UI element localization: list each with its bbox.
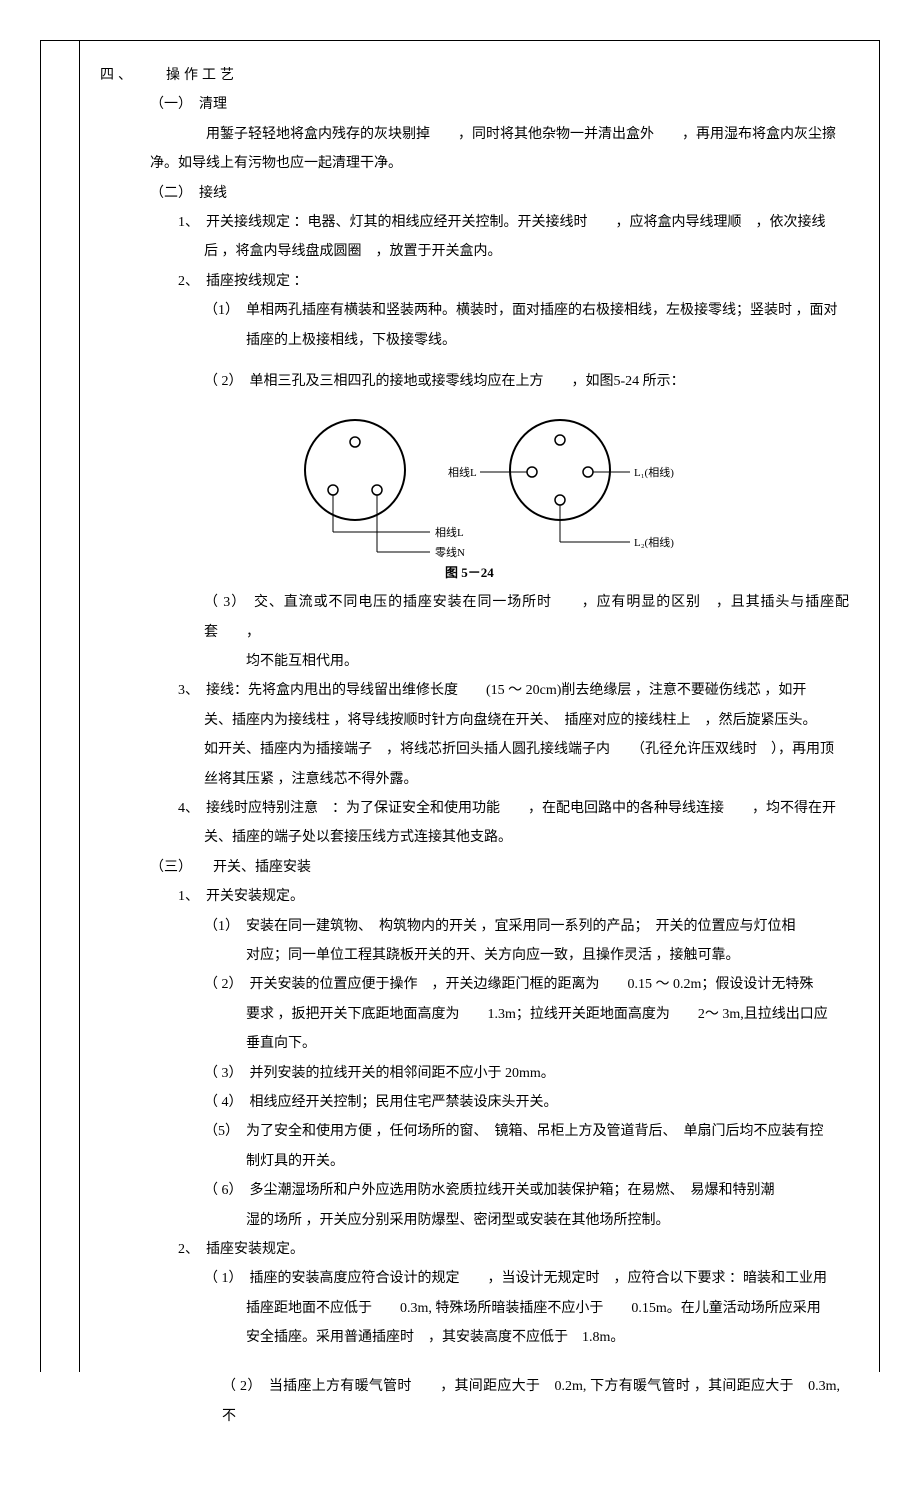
label-phase-l: 相线L [435, 525, 464, 539]
subsection-1-text: 用錾子轻轻地将盒内残存的灰块剔掉 ，同时将其他杂物一并清出盒外 ，再用湿布将盒内… [178, 120, 849, 149]
subsection-1-header: （一） 清理 [150, 90, 849, 119]
item-2-1: 1、 开关接线规定 ：电器、灯其的相线应经开关控制。开关接线时 ，应将盒内导线理… [178, 208, 849, 237]
section-number: 四、 [100, 68, 136, 83]
item-2-3-cont-a: 关、插座内为接线柱 ，将导线按顺时针方向盘绕在开关、 插座对应的接线柱上 ，然后… [204, 706, 849, 735]
subsection-2-header: （二） 接线 [150, 179, 849, 208]
item-2-2-3-cont: 均不能互相代用。 [246, 647, 849, 676]
figure-5-24: 相线L 零线N 相线L L₁(相线) L₂(相线) 图 5－24 [260, 402, 690, 582]
item-2-4: 4、 接线时应特别注意 ：为了保证安全和使用功能 ，在配电回路中的各种导线连接 … [178, 794, 849, 823]
item-3-1-6: （ 6） 多尘潮湿场所和户外应选用防水瓷质拉线开关或加装保护箱；在易燃、 易爆和… [204, 1176, 849, 1205]
figure-caption: 图 5－24 [445, 565, 494, 580]
item-2-4-cont: 关、插座的端子处以套接压线方式连接其他支路。 [204, 823, 849, 852]
item-3-1-2: （ 2） 开关安装的位置应便于操作 ，开关边缘距门框的距离为 0.15 ～ 0.… [204, 970, 849, 999]
section-title: 操作工艺 [166, 68, 238, 83]
item-3-1-2-cont-b: 垂直向下。 [246, 1029, 849, 1058]
label-zero-n: 零线N [435, 545, 465, 559]
item-2-3-cont-b: 如开关、插座内为插接端子 ，将线芯折回头插人圆孔接线端子内 （孔径允许压双线时 … [204, 735, 849, 764]
label-l1: L₁(相线) [634, 465, 674, 479]
item-2-3-cont-c: 丝将其压紧 ，注意线芯不得外露。 [204, 765, 849, 794]
item-2-2-1-cont: 插座的上极接相线，下极接零线。 [246, 326, 849, 355]
item-2-1-cont: 后 ，将盒内导线盘成圆圈 ，放置于开关盒内。 [204, 237, 849, 266]
item-3-1-5: （5） 为了安全和使用方便 ，任何场所的窗、 镜箱、吊柜上方及管道背后、 单扇门… [204, 1117, 849, 1146]
subsection-3-header: （三） 开关、插座安装 [150, 853, 849, 882]
document-body: 四、 操作工艺 （一） 清理 用錾子轻轻地将盒内残存的灰块剔掉 ，同时将其他杂物… [80, 41, 879, 1372]
item-2-2-3: （ 3） 交、直流或不同电压的插座安装在同一场所时 ，应有明显的区别 ，且其插头… [204, 588, 849, 647]
item-3-1-2-cont-a: 要求 ，扳把开关下底距地面高度为 1.3m；拉线开关距地面高度为 2～ 3m,且… [246, 1000, 849, 1029]
item-3-1-3: （ 3） 并列安装的拉线开关的相邻间距不应小于 20mm。 [204, 1059, 849, 1088]
item-3-1-5-cont: 制灯具的开关。 [246, 1147, 849, 1176]
item-3-1-4: （ 4） 相线应经开关控制；民用住宅严禁装设床头开关。 [204, 1088, 849, 1117]
item-3-2-1: （ 1） 插座的安装高度应符合设计的规定 ，当设计无规定时 ，应符合以下要求 ：… [204, 1264, 849, 1293]
item-2-2-1: （1） 单相两孔插座有横装和竖装两种。横装时，面对插座的右极接相线，左极接零线；… [204, 296, 849, 325]
item-3-1-6-cont: 湿的场所 ，开关应分别采用防爆型、密闭型或安装在其他场所控制。 [246, 1206, 849, 1235]
item-3-1: 1、 开关安装规定。 [178, 882, 849, 911]
label-phase-l-2: 相线L [448, 465, 477, 479]
item-2-3: 3、 接线：先将盒内甩出的导线留出维修长度 (15 ～ 20cm)削去绝缘层 ，… [178, 676, 849, 705]
item-3-2: 2、 插座安装规定。 [178, 1235, 849, 1264]
section-heading: 四、 操作工艺 [100, 61, 849, 90]
item-3-1-1: （1） 安装在同一建筑物、 构筑物内的开关 ，宜采用同一系列的产品； 开关的位置… [204, 912, 849, 941]
footer-continuation: （ 2） 当插座上方有暖气管时 ，其间距应大于 0.2m, 下方有暖气管时 ，其… [182, 1372, 880, 1451]
label-l2: L₂(相线) [634, 535, 674, 549]
item-2-2: 2、 插座按线规定 ： [178, 267, 849, 296]
item-3-1-1-cont: 对应；同一单位工程其跷板开关的开、关方向应一致，且操作灵活 ，接触可靠。 [246, 941, 849, 970]
item-2-2-2: （ 2） 单相三孔及三相四孔的接地或接零线均应在上方 ，如图5-24 所示： [204, 367, 849, 396]
table-left-margin [41, 41, 80, 1372]
item-3-2-1-cont-a: 插座距地面不应低于 0.3m, 特殊场所暗装插座不应小于 0.15m。在儿童活动… [246, 1294, 849, 1323]
item-3-2-1-cont-b: 安全插座。采用普通插座时 ，其安装高度不应低于 1.8m。 [246, 1323, 849, 1352]
subsection-1-text-cont: 净。如导线上有污物也应一起清理干净。 [150, 149, 849, 178]
